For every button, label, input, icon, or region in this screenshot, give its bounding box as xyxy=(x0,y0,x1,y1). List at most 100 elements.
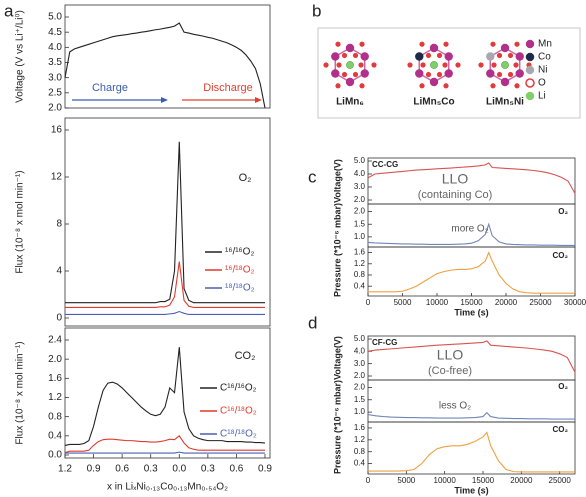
y-tick-label: 0.4 xyxy=(48,430,62,441)
metal-atom xyxy=(331,52,340,61)
oxygen-atom xyxy=(496,71,503,78)
plot-frame xyxy=(367,421,576,475)
oxygen-atom xyxy=(352,71,359,78)
x-tick-label: 30000 xyxy=(564,298,586,307)
oxygen-atom xyxy=(419,41,425,47)
lithium-atom xyxy=(430,61,438,69)
x-tick-label: 1.2 xyxy=(58,464,72,475)
annotation: O₂ xyxy=(239,172,252,184)
arrow-head xyxy=(161,97,168,103)
panel-label: a xyxy=(4,1,14,20)
y-tick-label: 2.4 xyxy=(48,335,62,346)
y-tick-label: 1.0 xyxy=(354,232,366,241)
x-tick-label: 10000 xyxy=(434,476,457,485)
metal-atom xyxy=(500,77,510,87)
oxygen-atom xyxy=(436,52,443,59)
oxygen-atom xyxy=(359,41,365,47)
oxygen-atom xyxy=(514,41,520,47)
metal-atom xyxy=(360,52,369,61)
data-line xyxy=(65,261,265,308)
oxygen-atom xyxy=(443,83,449,89)
y-axis-label: Pressure (*10⁻⁶ mbar) xyxy=(332,380,342,474)
oxygen-atom xyxy=(513,62,519,68)
oxygen-atom xyxy=(352,52,359,59)
data-line xyxy=(367,222,575,247)
annotation: Discharge xyxy=(203,82,253,94)
y-tick-label: 2.0 xyxy=(354,195,366,204)
y-axis-label: Flux (10⁻⁸ x mol min⁻¹) xyxy=(15,170,26,273)
y-tick-label: 8 xyxy=(56,219,62,230)
x-tick-label: 0.0 xyxy=(172,464,186,475)
y-tick-label: 5.0 xyxy=(48,12,62,23)
annotation: Charge xyxy=(92,82,128,94)
x-tick-label: 10000 xyxy=(426,298,449,307)
oxygen-atom xyxy=(371,62,377,68)
x-tick-label: 5000 xyxy=(394,298,412,307)
panel-label: d xyxy=(308,313,317,332)
metal-atom xyxy=(360,69,369,78)
annotation: more O₂ xyxy=(451,224,488,235)
x-tick-label: 0.9 xyxy=(258,464,272,475)
data-line xyxy=(65,310,265,316)
y-tick-label: 3.0 xyxy=(354,359,366,368)
legend-atom xyxy=(525,52,535,62)
oxygen-atom xyxy=(335,41,341,47)
oxygen-atom xyxy=(507,71,514,78)
oxygen-atom xyxy=(443,41,449,47)
legend-label: Mn xyxy=(538,39,552,50)
metal-atom xyxy=(486,69,495,78)
y-tick-label: 0 xyxy=(56,313,62,324)
x-tick-label: 20000 xyxy=(510,476,533,485)
metal-atom xyxy=(345,77,355,87)
y-tick-label: 0.8 xyxy=(354,447,366,456)
x-tick-label: 5000 xyxy=(397,476,415,485)
y-tick-label: 1.0 xyxy=(354,407,366,416)
y-tick-label: 2.5 xyxy=(48,87,62,98)
x-axis-label: x in LiₓNi₀.₁₃Co₀.₁₃Mn₀.₅₄O₂ xyxy=(107,482,228,493)
oxygen-atom xyxy=(442,62,448,68)
y-tick-label: 4.0 xyxy=(48,42,62,53)
y-tick-label: 1.5 xyxy=(354,395,366,404)
metal-atom xyxy=(515,52,524,61)
annotation: LLO xyxy=(442,171,469,187)
oxygen-atom xyxy=(407,62,413,68)
legend-atom xyxy=(525,65,535,75)
legend-atom xyxy=(525,78,535,88)
oxygen-atom xyxy=(420,62,426,68)
plot-frame xyxy=(64,117,271,327)
y-tick-label: 1.2 xyxy=(48,392,62,403)
metal-atom xyxy=(444,52,453,61)
oxygen-atom xyxy=(341,71,348,78)
legend-label: O xyxy=(538,78,546,89)
y-tick-label: 4.5 xyxy=(48,27,62,38)
y-tick-label: 0.4 xyxy=(354,281,366,290)
x-tick-label: 0 xyxy=(366,298,371,307)
metal-atom xyxy=(444,69,453,78)
data-line xyxy=(64,22,266,109)
legend-label: C¹⁶/¹⁸O₂ xyxy=(220,406,257,417)
data-line xyxy=(64,435,265,454)
x-tick-label: 15000 xyxy=(460,298,483,307)
y-tick-label: 2.0 xyxy=(354,383,366,392)
x-tick-label: 25000 xyxy=(529,298,552,307)
x-tick-label: 0 xyxy=(366,476,371,485)
metal-atom xyxy=(415,69,424,78)
metal-atom xyxy=(429,77,439,87)
y-tick-label: 5.0 xyxy=(354,334,366,343)
y-tick-label: 2.0 xyxy=(48,103,62,114)
y-axis-label: Voltage(V) xyxy=(332,159,342,203)
y-tick-label: 16 xyxy=(51,125,63,136)
data-line xyxy=(368,251,575,294)
y-tick-label: 1.6 xyxy=(354,423,366,432)
y-tick-label: 4.0 xyxy=(354,346,366,355)
annotation: CF-CG xyxy=(372,338,397,347)
plot-frame xyxy=(367,246,576,297)
x-tick-label: 25000 xyxy=(549,476,572,485)
oxygen-atom xyxy=(335,83,341,89)
oxygen-atom xyxy=(341,52,348,59)
oxygen-atom xyxy=(478,62,484,68)
oxygen-atom xyxy=(323,62,329,68)
data-line xyxy=(368,431,575,473)
metal-atom xyxy=(486,52,495,61)
